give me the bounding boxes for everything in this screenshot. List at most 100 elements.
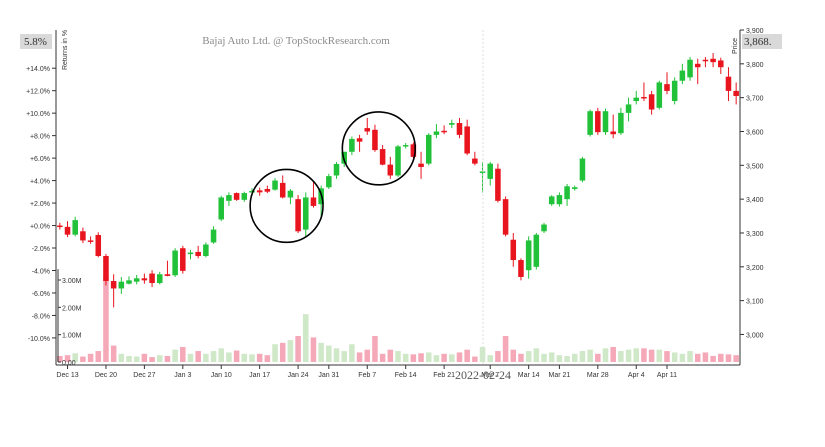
return-badge-bg xyxy=(20,34,52,49)
volume-bar xyxy=(395,351,401,362)
volume-bar xyxy=(272,344,278,362)
return-tick-label: +0.0% xyxy=(30,224,50,231)
volume-bar xyxy=(264,355,271,362)
candle-body xyxy=(425,134,432,164)
return-tick-label: -10.0% xyxy=(28,336,50,343)
highlight-circles xyxy=(249,111,417,244)
x-tick-label: Dec 13 xyxy=(56,372,78,379)
x-tick-label: Mar 14 xyxy=(518,372,540,379)
return-tick-label: +10.0% xyxy=(26,111,50,118)
volume-bar xyxy=(180,346,186,362)
candle-body xyxy=(433,131,440,135)
candle-body xyxy=(364,128,371,132)
volume-bar xyxy=(587,349,593,362)
volume-bar xyxy=(103,277,109,362)
volume-tick-label: 0.00 xyxy=(62,360,76,367)
volume-bar xyxy=(295,336,301,362)
volume-bar xyxy=(464,349,470,362)
price-tick-label: 3,500 xyxy=(746,163,764,170)
x-tick-label: Jan 10 xyxy=(211,372,232,379)
candle-body xyxy=(633,97,640,102)
volume-bar xyxy=(656,349,663,362)
volume-bar xyxy=(664,351,670,362)
candle-body xyxy=(279,182,286,198)
price-tick-label: 3,200 xyxy=(746,265,764,272)
volume-bar xyxy=(671,352,678,362)
candle-body xyxy=(87,240,94,242)
candle-body xyxy=(349,138,355,152)
volume-bar xyxy=(364,349,371,362)
candle-body xyxy=(495,168,501,201)
candle-body xyxy=(210,229,217,243)
volume-bar xyxy=(702,352,709,362)
volume-bar xyxy=(80,356,86,362)
volume-bar xyxy=(449,354,455,362)
candle-body xyxy=(379,149,386,165)
volume-bar xyxy=(402,353,409,362)
x-tick-label: Feb 7 xyxy=(358,372,376,379)
candle-body xyxy=(510,239,517,261)
candle-body xyxy=(564,186,570,200)
volume-bar xyxy=(548,352,555,362)
volume-bar xyxy=(541,353,547,362)
price-tick-label: 3,900 xyxy=(746,28,764,35)
candle-body xyxy=(149,273,155,284)
candle-body xyxy=(702,59,709,62)
volume-bar xyxy=(256,353,263,362)
return-badge: 5.8% xyxy=(24,36,47,48)
candle-body xyxy=(72,220,78,235)
candle-body xyxy=(118,281,125,289)
right-axis-label: Price xyxy=(732,38,739,54)
x-tick-label: Apr 11 xyxy=(657,372,677,379)
candle-body xyxy=(156,274,163,284)
volume-bar xyxy=(418,353,424,362)
x-tick-label: Mar 28 xyxy=(587,372,609,379)
candle-body xyxy=(95,235,102,256)
volume-bar xyxy=(495,351,501,362)
volume-bar xyxy=(610,346,616,362)
volume-bar xyxy=(64,355,71,362)
candle-body xyxy=(249,191,255,193)
volume-bar xyxy=(110,345,117,362)
candle-body xyxy=(725,76,732,91)
volume-bar xyxy=(387,349,394,362)
candle-body xyxy=(203,244,209,256)
candle-body xyxy=(610,131,616,135)
candle-body xyxy=(541,224,547,232)
volume-bar xyxy=(164,355,171,362)
candle-body xyxy=(533,234,540,267)
volume-bar xyxy=(187,353,194,362)
x-tick-label: Dec 20 xyxy=(95,372,117,379)
volume-bar xyxy=(710,355,716,362)
return-tick-label: +2.0% xyxy=(30,201,50,208)
volume-bar xyxy=(425,352,432,362)
x-tick-label: Feb 21 xyxy=(433,372,455,379)
volume-bar xyxy=(379,353,386,362)
x-tick-label: Jan 17 xyxy=(249,372,270,379)
candle-body xyxy=(356,138,363,142)
candle-body xyxy=(625,104,632,113)
candle-body xyxy=(602,111,609,133)
volume-bar xyxy=(487,355,493,362)
left-axis-label: Returns in % xyxy=(62,30,69,70)
volume-bar xyxy=(226,352,232,362)
candle-body xyxy=(718,60,724,68)
volume-bar xyxy=(333,348,340,362)
price-badge: 3,868. xyxy=(744,36,772,48)
candle-body xyxy=(548,196,555,205)
candle-body xyxy=(641,96,647,99)
volume-bar xyxy=(679,353,686,362)
volume-tick-label: 3.00M xyxy=(62,278,82,285)
volume-bar xyxy=(349,344,355,362)
x-tick-label: Mar 21 xyxy=(548,372,570,379)
volume-bar xyxy=(126,355,132,362)
candle-body xyxy=(733,90,739,96)
candle-body xyxy=(556,195,563,205)
volume-bar xyxy=(502,336,509,362)
volume-bar xyxy=(195,351,201,362)
candle-body xyxy=(233,193,240,200)
x-tick-label: Jan 31 xyxy=(318,372,339,379)
candle-body xyxy=(402,145,409,147)
volume-bar xyxy=(733,355,739,362)
